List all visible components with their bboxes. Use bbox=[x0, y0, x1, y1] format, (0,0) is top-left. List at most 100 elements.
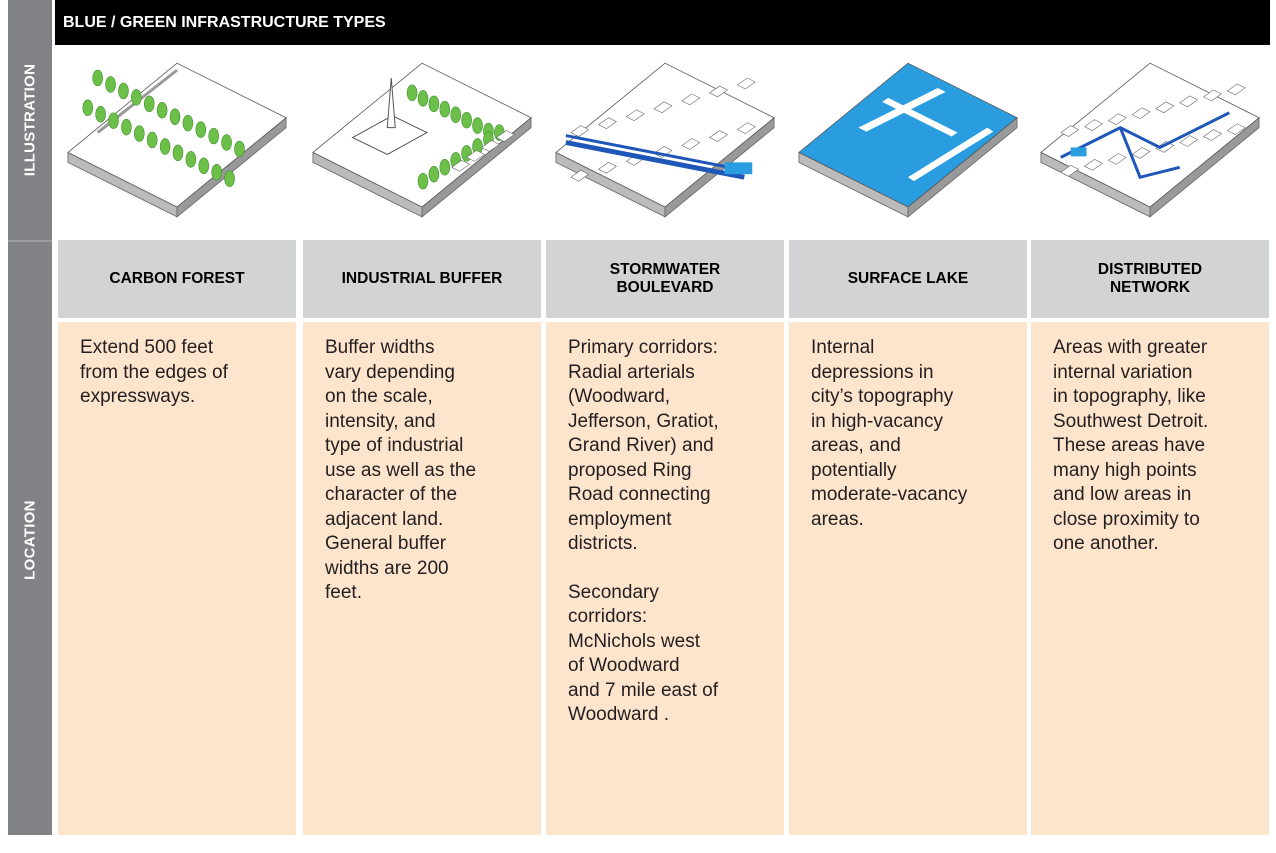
location-paragraph: Internal depressions in city’s topography i… bbox=[811, 336, 967, 532]
location-line: (Woodward, bbox=[568, 386, 671, 407]
location-line: These areas have bbox=[1053, 435, 1206, 456]
location-cell: Extend 500 feet from the edges of expressw… bbox=[58, 322, 296, 835]
tree bbox=[472, 117, 483, 134]
tree bbox=[461, 111, 472, 129]
location-line: employment bbox=[568, 508, 672, 530]
building bbox=[1226, 123, 1246, 135]
tree bbox=[439, 159, 451, 176]
location-line: Jefferson, Gratiot, bbox=[568, 410, 719, 432]
column-title-line: DISTRIBUTED bbox=[1097, 261, 1203, 278]
location-line: close proximity to bbox=[1053, 508, 1200, 530]
tree bbox=[208, 127, 219, 145]
location-line: areas. bbox=[811, 508, 864, 530]
channel bbox=[565, 140, 745, 180]
building bbox=[1155, 101, 1175, 114]
tree bbox=[185, 151, 197, 168]
illustration-drawing bbox=[555, 62, 775, 218]
tree bbox=[406, 84, 418, 102]
building bbox=[1202, 89, 1222, 102]
row-label: LOCATION bbox=[8, 240, 52, 837]
building bbox=[495, 130, 515, 142]
tree bbox=[182, 114, 194, 132]
row-label: ILLUSTRATION bbox=[8, 0, 52, 240]
location-line: in topography, like bbox=[1053, 386, 1206, 407]
tree bbox=[105, 76, 116, 93]
location-line: moderate-vacancy bbox=[811, 484, 968, 505]
column-title: CARBON FOREST bbox=[109, 270, 244, 288]
location-line: character of the bbox=[325, 484, 458, 505]
location-line: Primary corridors: bbox=[568, 337, 718, 358]
building bbox=[466, 150, 486, 162]
location-line: McNichols west bbox=[568, 630, 700, 652]
column-header: SURFACE LAKE bbox=[789, 240, 1027, 318]
tree bbox=[121, 118, 132, 136]
slab-top bbox=[1040, 62, 1260, 208]
column-title-line: INDUSTRIAL BUFFER bbox=[341, 270, 503, 287]
building bbox=[1083, 159, 1103, 171]
location-cell: Areas with greater internal variation in t… bbox=[1031, 322, 1269, 835]
tree bbox=[95, 106, 106, 123]
tree bbox=[224, 170, 235, 187]
building bbox=[681, 93, 701, 106]
location-line: districts. bbox=[568, 533, 638, 554]
location-paragraph: Secondary corridors: McNichols west of Wood… bbox=[568, 581, 718, 728]
location-cell: Buffer widths vary depending on the scale,… bbox=[303, 322, 541, 835]
tree bbox=[82, 99, 94, 117]
tree bbox=[159, 138, 171, 155]
location-line: Extend 500 feet bbox=[80, 337, 214, 358]
tree bbox=[428, 95, 440, 113]
building bbox=[653, 101, 673, 114]
building bbox=[681, 138, 701, 150]
building bbox=[709, 85, 729, 98]
location-cell: Primary corridors: Radial arterials (Woodw… bbox=[546, 322, 784, 835]
row-label-text: LOCATION bbox=[21, 499, 39, 580]
column-title-line: NETWORK bbox=[1109, 279, 1191, 296]
location-line: proposed Ring bbox=[568, 459, 692, 481]
location-line: widths are 200 bbox=[325, 557, 449, 579]
land bbox=[908, 127, 994, 182]
building bbox=[625, 109, 645, 122]
location-line: expressways. bbox=[80, 386, 196, 407]
building bbox=[570, 125, 590, 137]
building bbox=[1179, 95, 1199, 108]
column-header: INDUSTRIAL BUFFER bbox=[303, 240, 541, 318]
tree bbox=[146, 131, 158, 149]
tree bbox=[143, 95, 155, 113]
location-line: from the edges of bbox=[80, 361, 228, 383]
illustration bbox=[546, 50, 784, 235]
building bbox=[1060, 125, 1080, 137]
location-line: Grand River) and bbox=[568, 435, 714, 456]
tree bbox=[211, 164, 222, 181]
tree bbox=[156, 102, 168, 119]
location-line: of Woodward bbox=[568, 655, 680, 676]
illustration bbox=[303, 50, 541, 235]
building bbox=[1131, 147, 1151, 159]
tree bbox=[108, 112, 119, 129]
slab-top bbox=[798, 62, 1018, 208]
location-line: type of industrial bbox=[325, 435, 464, 456]
building bbox=[451, 160, 471, 172]
tree bbox=[118, 82, 129, 100]
tree bbox=[198, 157, 210, 175]
location-line: one another. bbox=[1053, 533, 1159, 554]
column-title: INDUSTRIAL BUFFER bbox=[342, 270, 503, 288]
building bbox=[1202, 129, 1222, 141]
tree bbox=[221, 134, 232, 151]
location-line: Secondary bbox=[568, 581, 659, 603]
tree bbox=[428, 166, 440, 183]
basin bbox=[724, 162, 753, 175]
location-line: feet. bbox=[325, 582, 362, 603]
table-title: BLUE / GREEN INFRASTRUCTURE TYPES bbox=[55, 0, 1270, 45]
building bbox=[736, 77, 756, 90]
column-header: CARBON FOREST bbox=[58, 240, 296, 318]
illustration-drawing bbox=[1040, 62, 1260, 218]
column-title: STORMWATER BOULEVARD bbox=[610, 261, 721, 297]
location-line: intensity, and bbox=[325, 410, 436, 432]
building bbox=[709, 130, 729, 142]
location-line: Radial arterials bbox=[568, 361, 695, 383]
building bbox=[480, 140, 500, 152]
column-title: SURFACE LAKE bbox=[848, 270, 969, 288]
building bbox=[597, 161, 617, 174]
illustration-drawing bbox=[312, 62, 532, 218]
channel bbox=[565, 134, 745, 172]
